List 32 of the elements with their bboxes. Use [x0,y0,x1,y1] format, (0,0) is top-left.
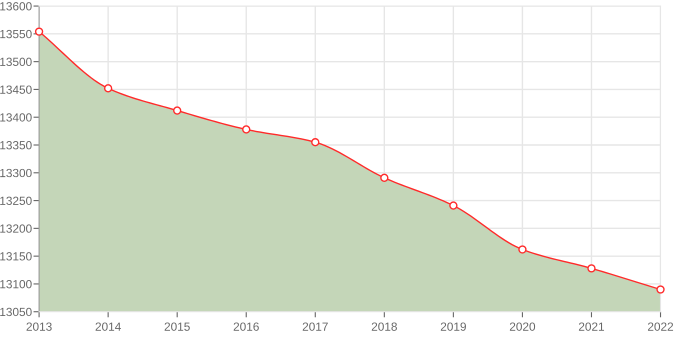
y-tick-label: 13100 [0,280,32,288]
y-tick-label: 13350 [0,141,32,150]
x-tick-label: 2016 [234,322,259,331]
point [242,125,250,134]
point [380,174,388,182]
x-tick-label: 2018 [372,322,397,331]
point [34,27,44,36]
y-tick-label: 13050 [0,308,32,316]
y-tick-label: 13300 [0,168,32,178]
point [449,201,458,210]
x-tick-label: 2019 [440,322,466,331]
y-tick-label: 13150 [0,252,32,261]
point [587,264,596,273]
x-tick-label: 2015 [164,322,190,331]
x-tick-label: 2017 [302,322,328,331]
y-tick-label: 13500 [0,58,32,66]
y-tick-label: 13250 [0,196,32,205]
x-tick-label: 2014 [96,322,121,331]
point [518,245,527,254]
point [104,84,112,92]
point [656,285,665,294]
y-tick-label: 13450 [0,85,32,94]
x-tick-label: 2022 [648,322,674,331]
x-tick-label: 2020 [510,322,536,331]
point [311,138,320,146]
x-tick-label: 2013 [26,322,52,331]
y-tick-label: 13600 [0,2,32,10]
x-tick-label: 2021 [578,322,604,331]
point [173,106,182,115]
y-tick-label: 13400 [0,113,32,122]
y-tick-label: 13200 [0,224,32,233]
y-tick-label: 13550 [0,30,32,38]
